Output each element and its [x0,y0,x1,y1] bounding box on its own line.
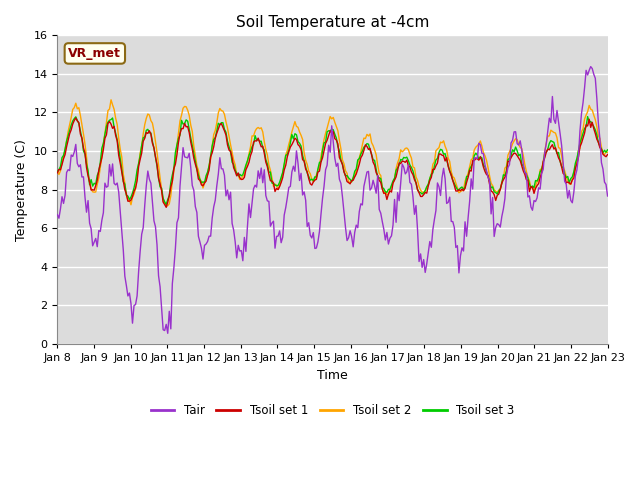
Tair [164,330,172,336]
Tair [296,178,303,183]
Tsoil set 3 [163,202,170,207]
Tsoil set 3 [219,120,227,126]
Tsoil set 1 [576,144,584,150]
Tair [575,153,582,159]
Tsoil set 3 [604,147,611,153]
Y-axis label: Temperature (C): Temperature (C) [15,139,28,240]
Tsoil set 1 [604,152,611,157]
Title: Soil Temperature at -4cm: Soil Temperature at -4cm [236,15,429,30]
Tsoil set 2 [248,133,256,139]
Tsoil set 2 [54,168,61,174]
X-axis label: Time: Time [317,369,348,382]
Tsoil set 2 [122,192,130,198]
Tsoil set 3 [584,114,591,120]
Tsoil set 1 [72,115,79,121]
Tair [237,248,245,253]
Line: Tsoil set 3: Tsoil set 3 [58,117,607,204]
Line: Tsoil set 2: Tsoil set 2 [58,100,607,206]
Tsoil set 1 [163,204,170,210]
Tsoil set 3 [54,168,61,174]
Tsoil set 2 [576,145,584,151]
Tair [219,166,227,172]
Tsoil set 2 [604,149,611,155]
Tair [246,215,254,220]
Tsoil set 2 [297,132,305,138]
Tsoil set 2 [107,97,115,103]
Tair [604,193,611,199]
Tair [587,64,595,70]
Tsoil set 3 [237,173,245,179]
Tsoil set 2 [221,111,228,117]
Tsoil set 2 [163,204,170,209]
Tsoil set 1 [297,147,305,153]
Tsoil set 3 [121,181,129,187]
Tair [54,212,61,217]
Line: Tair: Tair [58,67,607,333]
Text: VR_met: VR_met [68,47,122,60]
Tsoil set 1 [122,191,130,197]
Tsoil set 3 [296,140,303,146]
Tsoil set 2 [239,173,246,179]
Line: Tsoil set 1: Tsoil set 1 [58,118,607,207]
Tsoil set 1 [248,149,256,155]
Tsoil set 3 [246,149,254,155]
Tsoil set 1 [54,170,61,176]
Tsoil set 3 [575,148,582,154]
Tsoil set 1 [221,128,228,133]
Tsoil set 1 [239,176,246,182]
Tair [121,273,129,279]
Legend: Tair, Tsoil set 1, Tsoil set 2, Tsoil set 3: Tair, Tsoil set 1, Tsoil set 2, Tsoil se… [146,399,519,421]
